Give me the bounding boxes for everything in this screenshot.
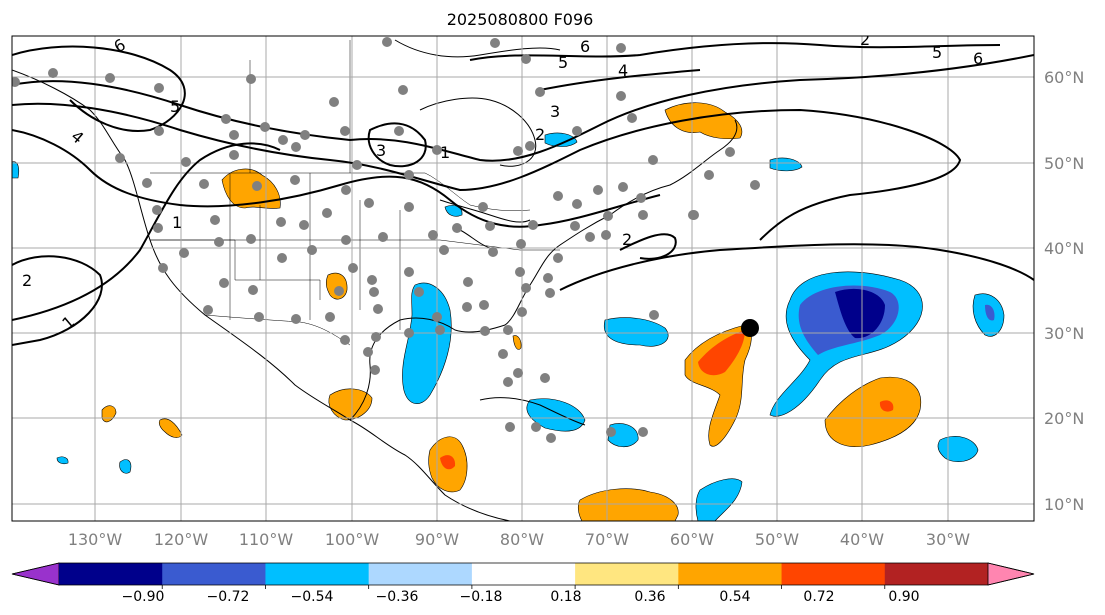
- colorbar-tick: −0.36: [376, 589, 419, 605]
- colorbar-tick: 0.54: [719, 589, 750, 605]
- lat-label: 10°N: [1044, 495, 1084, 514]
- positive-anomaly-region: [577, 488, 679, 521]
- storm-center-marker: [741, 319, 759, 337]
- contour-label: 3: [376, 141, 386, 160]
- contour-label: 6: [973, 49, 983, 68]
- lat-label: 40°N: [1044, 239, 1084, 258]
- negative-anomaly-region: [603, 317, 669, 347]
- negative-anomaly-region: [444, 205, 463, 217]
- colorbar-segment: [575, 563, 679, 585]
- contour-label: 4: [618, 61, 628, 80]
- colorbar-segment: [59, 563, 163, 585]
- colorbar-segment: [471, 563, 576, 585]
- contour-label: 6: [580, 37, 590, 56]
- contour-label: 2: [860, 30, 870, 49]
- contour-label: 2: [622, 230, 632, 249]
- map-frame: [11, 35, 1035, 522]
- lon-label: 90°W: [415, 530, 459, 549]
- negative-anomaly-peak: [835, 288, 885, 339]
- lon-label: 100°W: [325, 530, 380, 549]
- positive-anomaly-core: [698, 330, 745, 376]
- positive-anomaly-region: [158, 418, 183, 438]
- contour-label: 1: [172, 213, 182, 232]
- lat-label: 60°N: [1044, 68, 1084, 87]
- latitude-labels: 60°N 50°N 40°N 30°N 20°N 10°N: [1044, 68, 1084, 514]
- colorbar-extend-high: [987, 562, 1035, 586]
- colorbar-segment: [368, 563, 473, 585]
- colorbar-segment: [678, 563, 783, 585]
- lon-label: 40°W: [840, 530, 884, 549]
- lon-label: 50°W: [755, 530, 799, 549]
- station-markers: [12, 37, 760, 443]
- colorbar-extend-low: [11, 562, 60, 586]
- negative-anomaly-region: [695, 478, 743, 521]
- negative-anomaly-region: [769, 157, 803, 172]
- lon-label: 30°W: [926, 530, 970, 549]
- colorbar-tick: 0.90: [888, 589, 919, 605]
- lon-label: 110°W: [239, 530, 294, 549]
- negative-anomaly-region: [526, 398, 586, 432]
- longitude-labels: 130°W 120°W 110°W 100°W 90°W 80°W 70°W 6…: [68, 530, 970, 549]
- colorbar-segment: [781, 563, 886, 585]
- negative-anomaly-region: [56, 456, 69, 465]
- colorbar-tick: −0.18: [460, 589, 503, 605]
- colorbar-tick: 0.36: [634, 589, 665, 605]
- contour-label: 5: [932, 43, 942, 62]
- contour-label: 5: [558, 53, 568, 72]
- colorbar-tick: 0.72: [803, 589, 834, 605]
- colorbar-segment: [884, 563, 989, 585]
- contour-label: 3: [550, 102, 560, 121]
- lat-label: 50°N: [1044, 154, 1084, 173]
- colorbar: [11, 562, 1035, 589]
- colorbar-segment: [162, 563, 266, 585]
- lat-label: 30°N: [1044, 324, 1084, 343]
- negative-anomaly-region: [544, 132, 578, 147]
- positive-anomaly-region: [664, 102, 743, 140]
- lon-label: 130°W: [68, 530, 123, 549]
- positive-anomaly-core: [440, 455, 456, 470]
- colorbar-tick: −0.90: [122, 589, 165, 605]
- lon-label: 120°W: [154, 530, 209, 549]
- negative-anomaly-region: [985, 304, 995, 321]
- positive-anomaly-core: [879, 400, 894, 412]
- lon-label: 60°W: [670, 530, 714, 549]
- negative-anomaly-region: [607, 423, 639, 448]
- contour-label: 2: [535, 125, 545, 144]
- contour-label: 5: [170, 97, 180, 116]
- negative-anomaly-region: [12, 161, 20, 179]
- colorbar-tick: −0.54: [291, 589, 334, 605]
- lat-label: 20°N: [1044, 409, 1084, 428]
- positive-anomaly-region: [328, 388, 373, 421]
- coastlines: [12, 39, 738, 521]
- contour-label: 1: [440, 143, 450, 162]
- colorbar-tick-labels: −0.90 −0.72 −0.54 −0.36 −0.18 0.18 0.36 …: [122, 589, 920, 605]
- anomaly-shading: [12, 102, 1005, 521]
- colorbar-outline: [11, 562, 1035, 586]
- lon-label: 70°W: [585, 530, 629, 549]
- colorbar-tick: −0.72: [207, 589, 250, 605]
- negative-anomaly-region: [119, 459, 132, 474]
- colorbar-tick: 0.18: [550, 589, 581, 605]
- lon-label: 80°W: [500, 530, 544, 549]
- contour-label: 2: [22, 271, 32, 290]
- positive-anomaly-region: [512, 335, 522, 350]
- map-title: 2025080800 F096: [446, 10, 594, 29]
- colorbar-segment: [265, 563, 370, 585]
